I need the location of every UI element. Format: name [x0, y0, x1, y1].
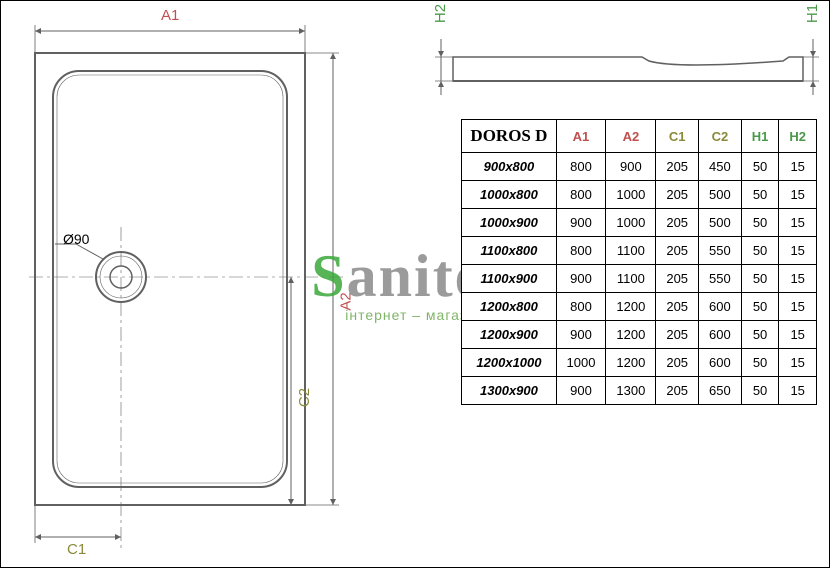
value-cell: 500 — [699, 209, 742, 237]
value-cell: 205 — [656, 265, 699, 293]
value-cell: 205 — [656, 181, 699, 209]
table-row: 1100x80080011002055505015 — [462, 237, 817, 265]
value-cell: 550 — [699, 237, 742, 265]
value-cell: 600 — [699, 293, 742, 321]
value-cell: 600 — [699, 321, 742, 349]
value-cell: 600 — [699, 349, 742, 377]
value-cell: 15 — [779, 265, 817, 293]
value-cell: 1000 — [606, 181, 656, 209]
value-cell: 1000 — [556, 349, 606, 377]
value-cell: 900 — [556, 377, 606, 405]
model-cell: 1100x800 — [462, 237, 556, 265]
value-cell: 550 — [699, 265, 742, 293]
value-cell: 800 — [556, 153, 606, 181]
table-row: 1200x80080012002056005015 — [462, 293, 817, 321]
value-cell: 50 — [741, 265, 779, 293]
label-a2: A2 — [338, 292, 355, 310]
value-cell: 205 — [656, 321, 699, 349]
col-a1: A1 — [556, 120, 606, 153]
value-cell: 205 — [656, 209, 699, 237]
value-cell: 1300 — [606, 377, 656, 405]
table-header-row: DOROS D A1 A2 C1 C2 H1 H2 — [462, 120, 817, 153]
table-row: 1300x90090013002056505015 — [462, 377, 817, 405]
value-cell: 15 — [779, 153, 817, 181]
value-cell: 15 — [779, 349, 817, 377]
model-cell: 1200x800 — [462, 293, 556, 321]
value-cell: 800 — [556, 237, 606, 265]
value-cell: 205 — [656, 153, 699, 181]
table-row: 900x8008009002054505015 — [462, 153, 817, 181]
label-drain-dia: Ø90 — [63, 231, 89, 247]
value-cell: 1000 — [606, 209, 656, 237]
value-cell: 1100 — [606, 265, 656, 293]
table-row: 1000x90090010002055005015 — [462, 209, 817, 237]
table-row: 1100x90090011002055505015 — [462, 265, 817, 293]
table-row: 1200x90090012002056005015 — [462, 321, 817, 349]
value-cell: 50 — [741, 209, 779, 237]
value-cell: 50 — [741, 377, 779, 405]
col-c2: C2 — [699, 120, 742, 153]
label-c1: C1 — [67, 541, 86, 558]
value-cell: 450 — [699, 153, 742, 181]
value-cell: 1200 — [606, 349, 656, 377]
label-c2: C2 — [296, 388, 313, 407]
value-cell: 1100 — [606, 237, 656, 265]
model-cell: 1300x900 — [462, 377, 556, 405]
value-cell: 205 — [656, 237, 699, 265]
value-cell: 50 — [741, 293, 779, 321]
model-cell: 1000x800 — [462, 181, 556, 209]
model-cell: 900x800 — [462, 153, 556, 181]
model-cell: 1000x900 — [462, 209, 556, 237]
value-cell: 800 — [556, 181, 606, 209]
model-cell: 1200x1000 — [462, 349, 556, 377]
value-cell: 900 — [556, 209, 606, 237]
col-h2: H2 — [779, 120, 817, 153]
value-cell: 1200 — [606, 293, 656, 321]
value-cell: 205 — [656, 377, 699, 405]
value-cell: 900 — [606, 153, 656, 181]
value-cell: 50 — [741, 153, 779, 181]
model-cell: 1200x900 — [462, 321, 556, 349]
value-cell: 900 — [556, 321, 606, 349]
col-a2: A2 — [606, 120, 656, 153]
label-a1: A1 — [161, 7, 179, 24]
value-cell: 650 — [699, 377, 742, 405]
value-cell: 205 — [656, 293, 699, 321]
label-h2: H2 — [432, 4, 449, 23]
value-cell: 1200 — [606, 321, 656, 349]
value-cell: 15 — [779, 377, 817, 405]
value-cell: 50 — [741, 181, 779, 209]
value-cell: 15 — [779, 321, 817, 349]
label-h1: H1 — [804, 4, 821, 23]
value-cell: 50 — [741, 237, 779, 265]
col-c1: C1 — [656, 120, 699, 153]
table-title: DOROS D — [462, 120, 556, 153]
value-cell: 800 — [556, 293, 606, 321]
value-cell: 15 — [779, 181, 817, 209]
value-cell: 15 — [779, 209, 817, 237]
value-cell: 900 — [556, 265, 606, 293]
value-cell: 205 — [656, 349, 699, 377]
col-h1: H1 — [741, 120, 779, 153]
value-cell: 500 — [699, 181, 742, 209]
profile-drawing — [1, 1, 830, 101]
value-cell: 50 — [741, 349, 779, 377]
model-cell: 1100x900 — [462, 265, 556, 293]
table-row: 1000x80080010002055005015 — [462, 181, 817, 209]
spec-table: DOROS D A1 A2 C1 C2 H1 H2 900x8008009002… — [461, 119, 817, 405]
table-row: 1200x1000100012002056005015 — [462, 349, 817, 377]
value-cell: 50 — [741, 321, 779, 349]
value-cell: 15 — [779, 237, 817, 265]
value-cell: 15 — [779, 293, 817, 321]
